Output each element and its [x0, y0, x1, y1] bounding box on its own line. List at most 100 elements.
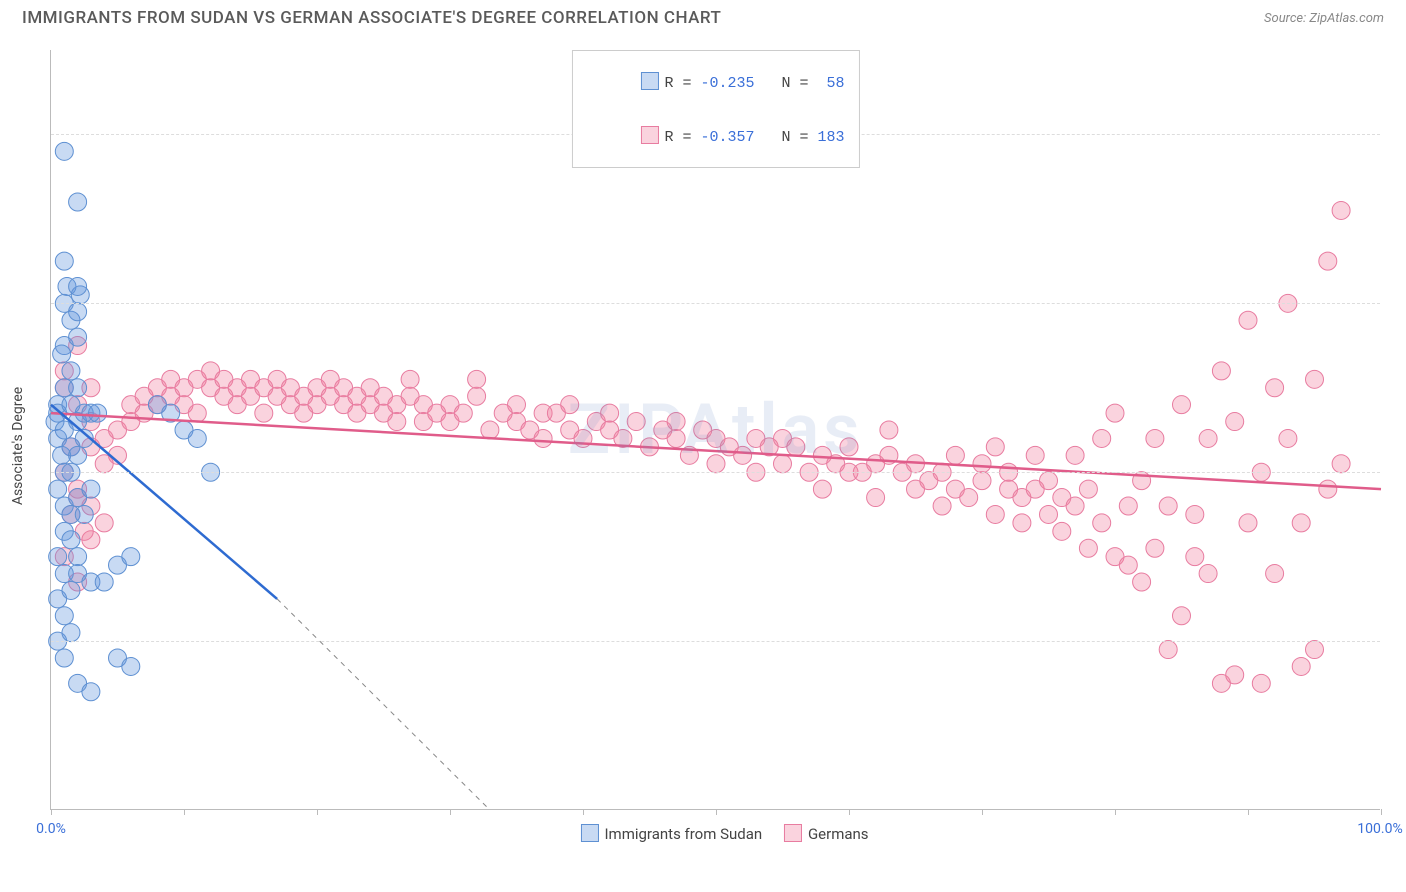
trend-line — [51, 413, 1381, 489]
data-point — [508, 396, 526, 414]
data-point — [813, 480, 831, 498]
trend-line — [277, 599, 490, 810]
data-point — [1079, 539, 1097, 557]
data-point — [1199, 429, 1217, 447]
data-point — [1173, 396, 1191, 414]
data-point — [1332, 455, 1350, 473]
data-point — [1106, 404, 1124, 422]
data-point — [1252, 674, 1270, 692]
data-point — [1146, 539, 1164, 557]
data-point — [1266, 379, 1284, 397]
data-point — [840, 438, 858, 456]
data-point — [1279, 429, 1297, 447]
data-point — [667, 413, 685, 431]
y-tick-label: 40.0% — [1390, 464, 1406, 480]
data-point — [69, 303, 87, 321]
data-point — [122, 548, 140, 566]
data-point — [734, 446, 752, 464]
data-point — [55, 252, 73, 270]
data-point — [867, 489, 885, 507]
y-axis-label: Associate's Degree — [10, 387, 26, 505]
data-point — [1292, 514, 1310, 532]
x-tick-mark — [317, 809, 318, 815]
y-tick-label: 20.0% — [1390, 633, 1406, 649]
data-point — [62, 531, 80, 549]
x-tick-mark — [1381, 809, 1382, 815]
data-point — [880, 421, 898, 439]
data-point — [188, 404, 206, 422]
data-point — [1319, 252, 1337, 270]
legend-label-series1: Immigrants from Sudan — [604, 825, 762, 843]
data-point — [1186, 548, 1204, 566]
x-tick-mark — [450, 809, 451, 815]
data-point — [53, 345, 71, 363]
data-point — [1119, 556, 1137, 574]
data-point — [1319, 480, 1337, 498]
data-point — [1119, 497, 1137, 515]
data-point — [1186, 505, 1204, 523]
data-point — [62, 581, 80, 599]
data-point — [62, 362, 80, 380]
data-point — [1159, 497, 1177, 515]
data-point — [1332, 201, 1350, 219]
swatch-series2-icon — [640, 126, 658, 144]
data-point — [1159, 641, 1177, 659]
data-point — [401, 370, 419, 388]
chart-plot-area: ZIPAtlas R = -0.235 N = 58 R = -0.357 N … — [50, 50, 1380, 810]
source-attribution: Source: ZipAtlas.com — [1264, 11, 1384, 26]
legend-swatch-series1-icon — [580, 824, 598, 842]
data-point — [1053, 522, 1071, 540]
data-point — [388, 413, 406, 431]
data-point — [82, 683, 100, 701]
x-tick-mark — [51, 809, 52, 815]
x-tick-mark — [1248, 809, 1249, 815]
data-point — [946, 446, 964, 464]
gridline — [51, 641, 1380, 642]
data-point — [787, 438, 805, 456]
gridline — [51, 303, 1380, 304]
data-point — [1066, 497, 1084, 515]
chart-title: IMMIGRANTS FROM SUDAN VS GERMAN ASSOCIAT… — [22, 8, 721, 28]
data-point — [69, 328, 87, 346]
data-point — [95, 573, 113, 591]
data-point — [1292, 657, 1310, 675]
gridline — [51, 472, 1380, 473]
data-point — [69, 548, 87, 566]
x-tick-mark — [849, 809, 850, 815]
data-point — [55, 649, 73, 667]
data-point — [69, 379, 87, 397]
stats-row-series2: R = -0.357 N = 183 — [586, 109, 844, 163]
data-point — [188, 429, 206, 447]
x-tick-mark — [982, 809, 983, 815]
data-point — [1239, 514, 1257, 532]
data-point — [69, 446, 87, 464]
data-point — [1013, 514, 1031, 532]
data-point — [933, 497, 951, 515]
data-point — [1173, 607, 1191, 625]
data-point — [1026, 446, 1044, 464]
data-point — [601, 404, 619, 422]
data-point — [481, 421, 499, 439]
data-point — [960, 489, 978, 507]
bottom-legend: Immigrants from Sudan Germans — [562, 824, 868, 843]
data-point — [69, 193, 87, 211]
y-tick-label: 80.0% — [1390, 126, 1406, 142]
data-point — [1133, 573, 1151, 591]
data-point — [82, 480, 100, 498]
data-point — [1093, 429, 1111, 447]
data-point — [534, 429, 552, 447]
data-point — [561, 396, 579, 414]
data-point — [774, 455, 792, 473]
data-point — [454, 404, 472, 422]
data-point — [89, 404, 107, 422]
data-point — [1040, 472, 1058, 490]
data-point — [1040, 505, 1058, 523]
data-point — [75, 505, 93, 523]
data-point — [986, 505, 1004, 523]
data-point — [1199, 565, 1217, 583]
x-axis-max-label: 100.0% — [1357, 821, 1402, 837]
legend-swatch-series2-icon — [784, 824, 802, 842]
data-point — [973, 472, 991, 490]
x-tick-mark — [716, 809, 717, 815]
data-point — [707, 455, 725, 473]
